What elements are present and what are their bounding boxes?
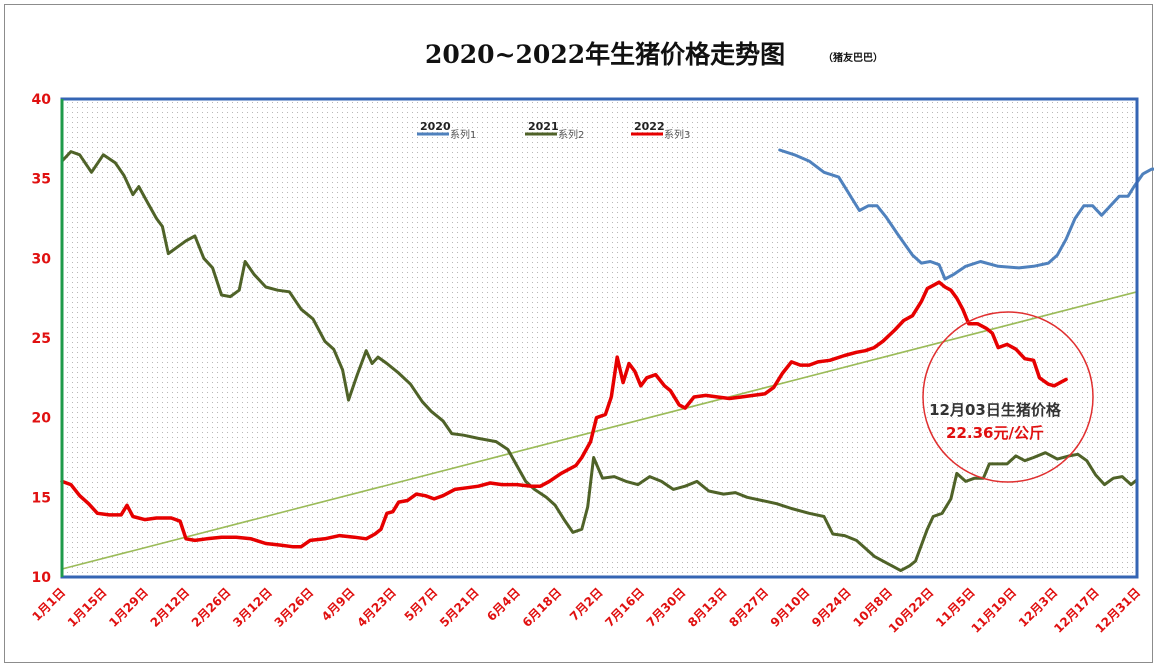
x-tick-label: 5月21日	[437, 585, 482, 630]
x-tick-label: 7月2日	[567, 585, 606, 624]
y-axis-ticks: 40 35 30 25 20 15 10	[32, 92, 52, 586]
x-tick-label: 11月19日	[969, 585, 1019, 635]
x-tick-label: 1月29日	[106, 585, 151, 630]
annotation: 12月03日生猪价格 22.36元/公斤	[922, 311, 1094, 483]
legend-year-2022: 2022	[634, 120, 665, 133]
chart-frame: 2020~2022年生猪价格走势图 （猪友巴巴） 40 35 30 25 20 15 10 …	[4, 4, 1154, 663]
x-tick-label: 4月9日	[319, 585, 358, 624]
x-tick-label: 2月26日	[189, 585, 234, 630]
x-tick-label: 2月12日	[148, 585, 193, 630]
x-tick-label: 6月4日	[484, 585, 523, 624]
chart-title: 2020~2022年生猪价格走势图	[425, 40, 785, 69]
price-trend-chart: 2020~2022年生猪价格走势图 （猪友巴巴） 40353025201510 …	[29, 40, 1154, 636]
plot-area	[60, 97, 1154, 579]
x-tick-label: 8月27日	[726, 585, 771, 630]
legend-year-2021: 2021	[528, 120, 559, 133]
y-tick-label: 10	[32, 570, 52, 586]
x-tick-label: 5月7日	[402, 585, 441, 624]
annotation-circle	[922, 311, 1094, 483]
x-tick-label: 12月31日	[1093, 585, 1143, 635]
x-tick-label: 9月10日	[768, 585, 813, 630]
series-line-2022	[60, 280, 1068, 549]
x-tick-label: 4月23日	[354, 585, 399, 630]
x-tick-label: 9月24日	[809, 585, 854, 630]
x-tick-label: 3月26日	[272, 585, 317, 630]
y-tick-label: 35	[32, 172, 51, 188]
annotation-price-label: 22.36元/公斤	[946, 424, 1044, 442]
trendline	[61, 291, 1138, 570]
x-tick-label: 3月12日	[230, 585, 275, 630]
x-tick-label: 8月13日	[685, 585, 730, 630]
x-tick-label: 1月1日	[29, 585, 68, 624]
y-tick-label: 20	[32, 411, 52, 427]
trendline-layer	[61, 291, 1138, 570]
y-tick-label: 30	[32, 251, 52, 267]
y-tick-label: 15	[32, 490, 51, 506]
x-tick-label: 6月18日	[520, 585, 565, 630]
y-tick-label: 40	[32, 92, 52, 108]
series-line-2021	[60, 150, 1139, 573]
series-line-2020	[778, 148, 1154, 281]
x-tick-label: 7月16日	[602, 585, 647, 630]
x-tick-label: 7月30日	[644, 585, 689, 630]
x-tick-label: 1月15日	[65, 585, 110, 630]
legend-name-2022: 系列3	[664, 128, 690, 141]
series-layer	[60, 148, 1154, 573]
legend-year-2020: 2020	[420, 120, 451, 133]
legend-name-2020: 系列1	[450, 128, 476, 141]
legend-name-2021: 系列2	[558, 128, 584, 141]
chart-subtitle: （猪友巴巴）	[823, 51, 883, 64]
y-tick-label: 25	[32, 331, 51, 347]
plot-background	[62, 99, 1137, 577]
x-tick-label: 10月22日	[886, 585, 936, 635]
annotation-date-label: 12月03日生猪价格	[929, 401, 1062, 419]
